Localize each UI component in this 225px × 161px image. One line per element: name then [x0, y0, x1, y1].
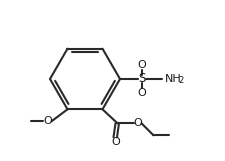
Text: O: O — [43, 116, 52, 126]
Text: O: O — [111, 137, 119, 147]
Text: O: O — [133, 118, 141, 128]
Text: S: S — [138, 72, 145, 85]
Text: O: O — [137, 60, 146, 70]
Text: NH: NH — [164, 74, 181, 84]
Text: 2: 2 — [177, 76, 182, 85]
Text: O: O — [137, 88, 146, 98]
